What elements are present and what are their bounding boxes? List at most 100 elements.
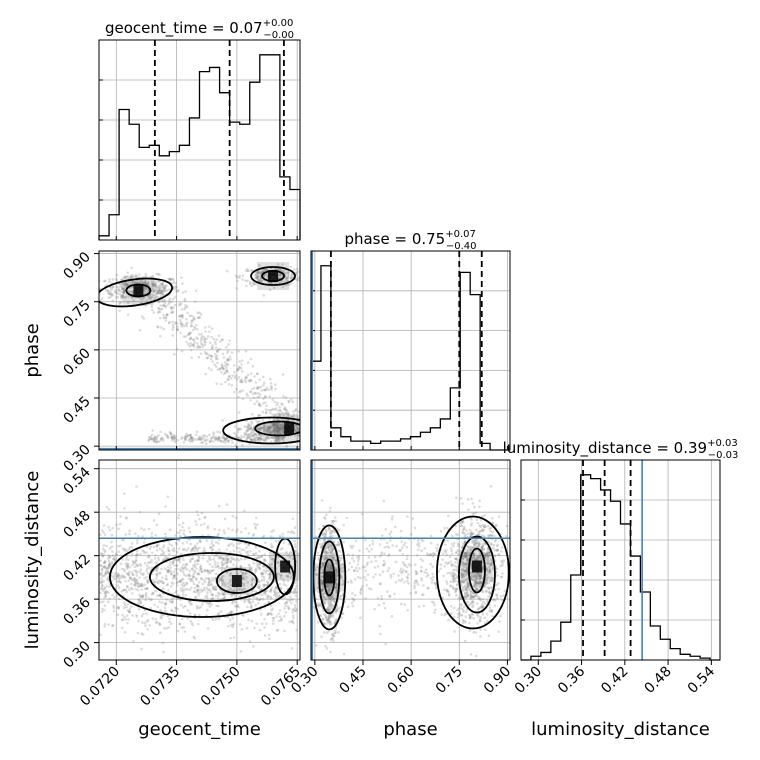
sample-point xyxy=(181,570,185,574)
sample-point xyxy=(158,547,162,551)
sample-point xyxy=(277,436,281,439)
sample-point xyxy=(156,567,159,571)
sample-point xyxy=(123,576,127,579)
sample-point xyxy=(224,441,227,444)
sample-point xyxy=(165,284,168,287)
sample-point xyxy=(278,413,282,417)
sample-point xyxy=(131,614,134,617)
sample-point xyxy=(262,428,266,431)
sample-point xyxy=(180,566,184,569)
sample-point xyxy=(123,631,127,634)
sample-point xyxy=(254,569,258,573)
sample-point xyxy=(322,601,326,605)
sample-point xyxy=(295,267,299,271)
sample-point xyxy=(302,424,305,427)
sample-point xyxy=(233,376,237,380)
sample-point xyxy=(494,524,498,528)
sample-point xyxy=(111,550,114,553)
sample-point xyxy=(279,422,283,425)
sample-point xyxy=(269,431,273,435)
sample-point xyxy=(277,437,280,441)
sample-point xyxy=(181,316,184,320)
sample-point xyxy=(243,598,247,602)
sample-point xyxy=(143,621,147,625)
sample-point xyxy=(271,423,275,426)
sample-point xyxy=(122,290,126,293)
sample-point xyxy=(326,583,329,586)
sample-point xyxy=(195,607,199,610)
sample-point xyxy=(268,411,272,415)
sample-point xyxy=(119,544,122,548)
sample-point xyxy=(178,557,181,560)
sample-point xyxy=(192,338,196,341)
sample-point xyxy=(113,289,117,292)
sample-point xyxy=(194,547,197,550)
sample-point xyxy=(325,647,329,650)
sample-point xyxy=(250,438,254,441)
sample-point xyxy=(125,283,129,287)
sample-point xyxy=(195,323,198,327)
sample-point xyxy=(466,562,469,565)
sample-point xyxy=(289,282,293,285)
sample-point xyxy=(281,263,284,266)
sample-point xyxy=(321,524,325,528)
sample-point xyxy=(122,290,125,294)
sample-point xyxy=(271,398,275,401)
sample-point xyxy=(180,314,184,318)
sample-point xyxy=(205,586,209,590)
sample-point xyxy=(162,581,165,585)
sample-point xyxy=(186,609,190,612)
sample-point xyxy=(263,268,266,271)
sample-point xyxy=(461,588,465,592)
sample-point xyxy=(172,575,176,578)
sample-point xyxy=(336,575,339,578)
sample-point xyxy=(103,592,107,596)
sample-point xyxy=(245,433,249,436)
sample-point xyxy=(185,432,188,436)
sample-point xyxy=(206,334,210,338)
sample-point xyxy=(183,567,187,570)
sample-point xyxy=(325,565,329,569)
sample-point xyxy=(336,540,340,544)
sample-point xyxy=(205,352,209,355)
sample-point xyxy=(257,428,261,432)
sample-point xyxy=(268,426,272,430)
sample-point xyxy=(253,391,257,395)
sample-point xyxy=(136,581,140,585)
sample-point xyxy=(196,316,200,320)
sample-point xyxy=(126,275,129,278)
sample-point xyxy=(147,435,151,439)
sample-point xyxy=(191,580,195,583)
sample-point xyxy=(135,569,138,573)
sample-point xyxy=(471,604,475,607)
sample-point xyxy=(254,590,258,593)
sample-point xyxy=(247,427,251,431)
sample-point xyxy=(217,604,220,608)
sample-point xyxy=(496,574,499,577)
sample-point xyxy=(225,436,229,440)
sample-point xyxy=(106,571,110,575)
sample-point xyxy=(477,607,480,611)
sample-point xyxy=(193,544,197,547)
sample-point xyxy=(216,613,220,616)
sample-point xyxy=(489,542,493,545)
sample-point xyxy=(327,621,331,625)
sample-point xyxy=(278,268,282,271)
sample-point xyxy=(157,291,161,295)
sample-point xyxy=(179,314,183,318)
sample-point xyxy=(329,602,333,606)
sample-point xyxy=(485,573,489,577)
sample-point xyxy=(245,284,248,288)
sample-point xyxy=(103,565,106,569)
sample-point xyxy=(237,395,240,399)
sample-point xyxy=(139,568,143,572)
sample-point xyxy=(173,434,176,437)
sample-point xyxy=(250,422,254,425)
sample-point xyxy=(198,569,202,572)
sample-point xyxy=(182,590,185,593)
sample-point xyxy=(277,431,280,434)
sample-point xyxy=(146,572,150,575)
sample-point xyxy=(172,561,175,564)
sample-point xyxy=(293,526,297,529)
sample-point xyxy=(273,408,277,411)
